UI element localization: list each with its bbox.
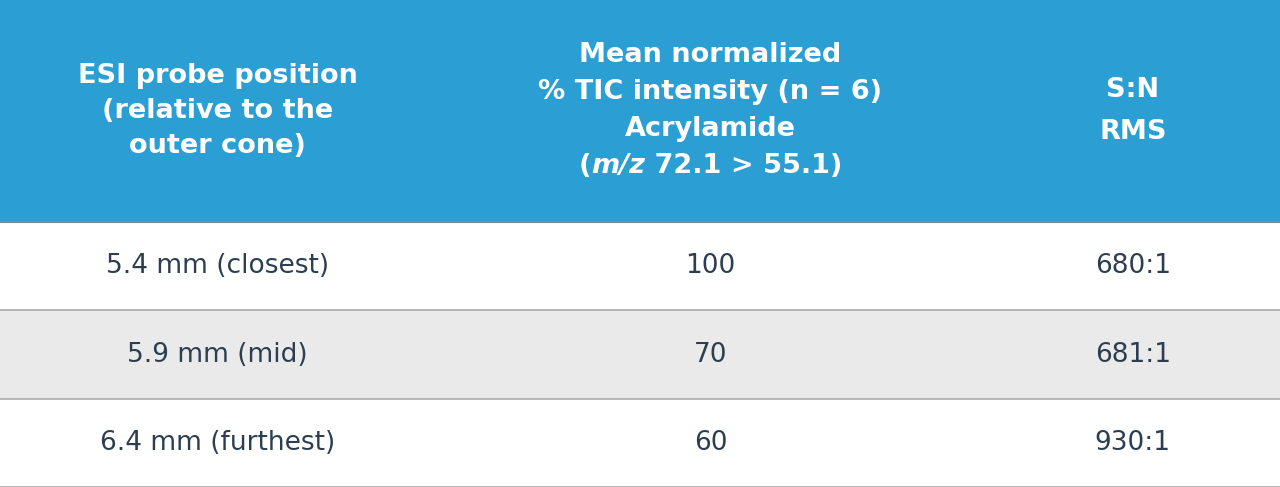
Text: 5.4 mm (closest): 5.4 mm (closest) — [106, 253, 329, 279]
Text: 930:1: 930:1 — [1094, 430, 1171, 456]
Text: m/z: m/z — [591, 153, 645, 179]
Bar — [0, 0, 1280, 222]
Text: % TIC intensity (n = 6): % TIC intensity (n = 6) — [539, 79, 882, 105]
Text: Mean normalized: Mean normalized — [580, 42, 841, 68]
Text: 100: 100 — [685, 253, 736, 279]
Text: 5.9 mm (mid): 5.9 mm (mid) — [127, 341, 308, 368]
Bar — [0, 399, 1280, 487]
Text: Acrylamide: Acrylamide — [625, 116, 796, 142]
Text: 60: 60 — [694, 430, 727, 456]
Text: 680:1: 680:1 — [1094, 253, 1171, 279]
Text: (: ( — [579, 153, 591, 179]
Text: 72.1 > 55.1): 72.1 > 55.1) — [645, 153, 842, 179]
Text: 6.4 mm (furthest): 6.4 mm (furthest) — [100, 430, 335, 456]
Bar — [0, 222, 1280, 310]
Text: 70: 70 — [694, 341, 727, 368]
Text: ESI probe position
(relative to the
outer cone): ESI probe position (relative to the oute… — [78, 63, 357, 159]
Text: 681:1: 681:1 — [1094, 341, 1171, 368]
Text: S:N
RMS: S:N RMS — [1100, 77, 1166, 145]
Bar — [0, 310, 1280, 399]
